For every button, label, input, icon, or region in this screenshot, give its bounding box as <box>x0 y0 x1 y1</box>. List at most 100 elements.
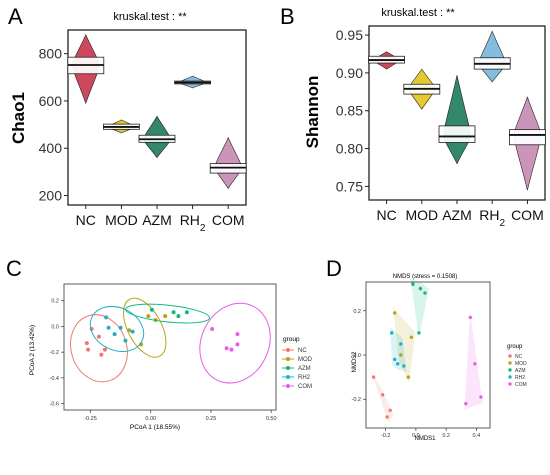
panel-b-ytick-label: 0.90 <box>336 65 363 81</box>
panel-d-point-mod <box>393 311 397 315</box>
panel-b-ytick-label: 0.80 <box>336 141 363 157</box>
panel-d-point-nc <box>380 393 385 397</box>
panel-c-legend-label-azm: AZM <box>298 366 311 372</box>
panel-d-legend-swatch-mod <box>508 361 512 365</box>
panel-d-point-rh2 <box>402 364 406 368</box>
panel-d-point-azm <box>411 282 415 286</box>
panel-c-xtick-label: -0.25 <box>84 416 97 422</box>
panel-c-ellipse-rh2 <box>89 305 145 353</box>
panel-c-ylabel: PCoA 2 (13.42%) <box>29 325 36 375</box>
panel-c-point-com <box>229 347 234 352</box>
panel-d-point-com <box>479 395 483 399</box>
panel-b-ylabel: Shannon <box>303 76 322 149</box>
panel-d-legend-label-com: COM <box>515 382 527 388</box>
panel-b-ytick-label: 0.85 <box>336 103 363 119</box>
panel-a-xtick-label-azm: AZM <box>142 212 172 228</box>
panel-d-point-nc <box>371 375 376 379</box>
panel-d-ytick-label: 0.0 <box>353 353 361 359</box>
panel-c-point-azm <box>149 307 154 312</box>
panel-a-ytick-label: 600 <box>39 93 63 109</box>
panel-c-legend-label-rh2: RH2 <box>298 375 311 381</box>
panel-d-point-mod <box>406 375 411 379</box>
panel-d-hull-mod <box>393 307 416 384</box>
panel-b-ytick-label: 0.95 <box>336 27 363 43</box>
panel-d-legend-label-mod: MOD <box>515 361 527 367</box>
panel-c-legend-swatch-azm <box>286 366 290 370</box>
panel-a-ytick-label: 400 <box>39 140 63 156</box>
panel-d-point-nc <box>388 408 392 413</box>
panel-b-xtick-label-rh2: RH2 <box>479 207 505 229</box>
panel-d-point-azm <box>423 291 427 295</box>
panel-c-point-rh2 <box>123 338 128 343</box>
panel-d-point-com <box>468 315 473 320</box>
panel-d-legend-swatch-com <box>508 382 512 386</box>
panel-c-point-nc <box>84 341 89 346</box>
panel-a-xtick-label-nc: NC <box>76 212 96 228</box>
panel-d-point-rh2 <box>399 342 403 346</box>
panel-c-point-mod <box>163 314 168 319</box>
panel-d-point-mod <box>409 335 414 340</box>
panel-c-xtick-label: 0.50 <box>266 416 277 422</box>
panel-c-point-nc <box>86 347 91 352</box>
panel-letter-b: B <box>280 4 295 29</box>
panel-d-point-rh2 <box>396 362 400 366</box>
panel-d-legend-swatch-azm <box>508 368 512 372</box>
panel-b-ytick-label: 0.75 <box>336 178 363 194</box>
panel-d-xtick-label: 0.4 <box>473 433 481 439</box>
panel-a-xtick-label-com: COM <box>212 212 245 228</box>
panel-c-legend-swatch-rh2 <box>286 375 290 379</box>
panel-d-point-com <box>473 362 477 366</box>
panel-d-ytick-label: -0.2 <box>352 397 361 403</box>
panel-c-point-mod <box>127 328 132 333</box>
panel-d-legend-label-nc: NC <box>515 354 523 360</box>
panel-c-legend-label-mod: MOD <box>298 357 313 363</box>
panel-c-point-mod <box>146 314 151 319</box>
panel-d-title: NMDS (stress = 0.1508) <box>393 274 458 280</box>
panel-d-hull-nc <box>371 371 394 423</box>
panel-b-xtick-label-azm: AZM <box>442 207 472 223</box>
panel-b-title: kruskal.test : ** <box>381 7 455 19</box>
panel-c-legend-label-nc: NC <box>298 348 307 354</box>
panel-c-point-rh2 <box>130 329 135 334</box>
panel-c-legend-swatch-mod <box>286 357 290 361</box>
panel-a-title: kruskal.test : ** <box>113 11 187 23</box>
panel-c-ytick-label: -0.2 <box>50 350 59 356</box>
panel-b-box-com <box>508 129 546 146</box>
panel-c-xtick-label: 0.00 <box>145 416 156 422</box>
panel-b-xtick-label-com: COM <box>511 207 544 223</box>
panel-d-xlabel: NMDS1 <box>414 436 436 442</box>
panel-c-xtick-label: 0.25 <box>206 416 217 422</box>
panel-d-legend-label-azm: AZM <box>515 368 526 374</box>
panel-d-point-com <box>464 401 468 406</box>
panel-c-point-azm <box>184 310 189 315</box>
panel-d-legend-label-rh2: RH2 <box>515 375 525 381</box>
panel-c-point-nc <box>99 352 104 357</box>
panel-c-legend-title: group <box>283 336 300 343</box>
panel-d-legend-swatch-nc <box>508 354 512 358</box>
panel-c-point-nc <box>102 347 107 352</box>
panel-d-ytick-label: 0.2 <box>353 309 361 315</box>
panel-c-point-rh2 <box>106 325 111 330</box>
panel-letter-a: A <box>8 4 23 29</box>
panel-a-xtick-label-mod: MOD <box>105 212 138 228</box>
panel-a-ytick-label: 800 <box>39 46 63 62</box>
panel-d-xtick-label: 0.2 <box>442 433 450 439</box>
panel-a-violin-com <box>214 136 243 189</box>
panel-c-legend-label-com: COM <box>298 384 312 390</box>
panel-c-point-com <box>224 346 229 351</box>
panel-c-ellipse-com <box>199 302 271 384</box>
panel-c-point-com <box>235 332 240 337</box>
panel-c-point-rh2 <box>112 332 117 337</box>
panel-d-point-mod <box>399 353 403 357</box>
panel-c-point-rh2 <box>104 315 109 320</box>
panel-c-ytick-label: 0.0 <box>51 324 59 330</box>
panel-d-hull-com <box>464 311 483 410</box>
panel-b-box-azm <box>438 125 476 143</box>
panel-d-point-azm <box>417 331 421 335</box>
panel-d-xtick-label: 0.0 <box>412 433 420 439</box>
panel-c-ytick-label: -0.4 <box>50 376 59 382</box>
panel-d-legend-swatch-rh2 <box>508 375 512 379</box>
panel-letter-d: D <box>326 256 342 281</box>
